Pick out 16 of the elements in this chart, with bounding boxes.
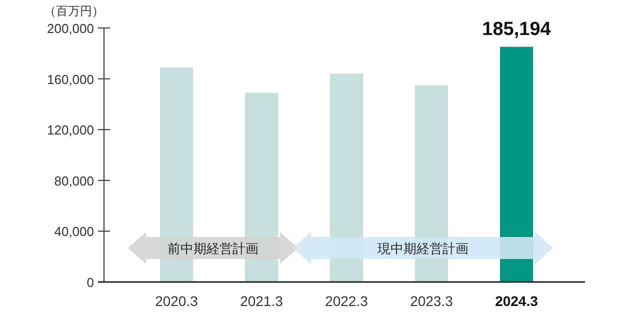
y-axis-title: （百万円） [44,4,104,18]
bar [500,46,533,282]
annotation: 現中期経営計画 [378,241,468,256]
x-tick-label: 2022.3 [325,293,368,309]
x-tick-label: 2024.3 [495,293,538,309]
y-tick-label: 200,000 [47,21,94,36]
y-tick-label: 120,000 [47,122,94,138]
y-tick-label: 160,000 [47,72,94,87]
y-tick-label: 40,000 [54,224,94,240]
x-tick-label: 2021.3 [240,293,284,309]
annotation: 前中期経営計画 [168,241,258,256]
y-tick-label: 0 [86,275,94,290]
data-label: 185,194 [482,18,552,40]
x-tick-label: 2023.3 [410,293,454,309]
y-tick-label: 80,000 [54,173,94,188]
x-tick-label: 2020.3 [155,293,198,309]
